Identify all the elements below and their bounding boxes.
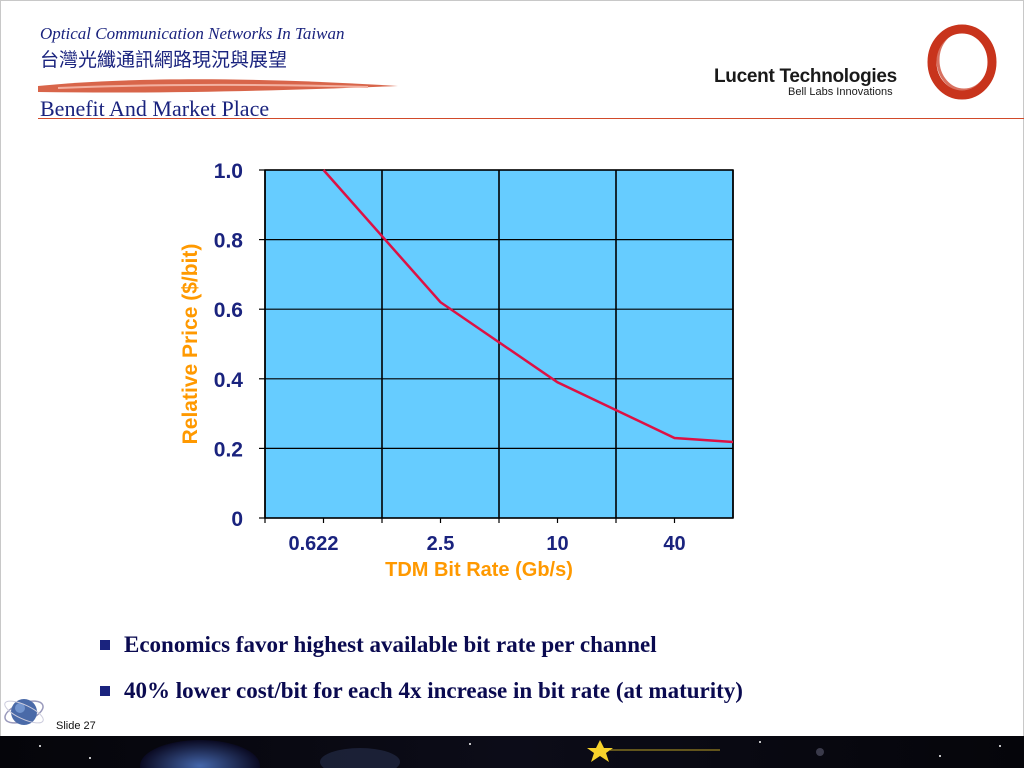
bullet-item: Economics favor highest available bit ra… (100, 622, 743, 668)
brush-stroke-decoration (38, 79, 398, 93)
y-tick-label: 0.8 (214, 230, 244, 253)
space-footer-banner (0, 736, 1024, 768)
x-tick-label: 2.5 (427, 533, 455, 555)
slide-number: Slide 27 (56, 720, 96, 732)
x-tick-label: 10 (546, 533, 568, 555)
lucent-ring-icon (927, 24, 997, 100)
y-tick-label: 1.0 (214, 160, 243, 183)
bullet-text: Economics favor highest available bit ra… (124, 632, 657, 657)
bullet-list: Economics favor highest available bit ra… (100, 622, 743, 714)
y-tick-label: 0.4 (214, 369, 244, 392)
lucent-logo-tagline: Bell Labs Innovations (788, 86, 893, 98)
bullet-text: 40% lower cost/bit for each 4x increase … (124, 678, 743, 703)
y-axis-title: Relative Price ($/bit) (179, 244, 202, 445)
presentation-subtitle: 台灣光纖通訊網路現況與展望 (40, 49, 288, 71)
y-tick-label: 0.6 (214, 299, 243, 322)
bitrate-price-chart: 0 0.2 0.4 0.6 0.8 1.0 0.622 2.5 10 40 Relative Pr… (179, 160, 734, 581)
header-divider (38, 118, 1024, 119)
globe-icon (4, 699, 44, 725)
bullet-item: 40% lower cost/bit for each 4x increase … (100, 668, 743, 714)
presentation-title: Optical Communication Networks In Taiwan (40, 24, 345, 43)
square-bullet-icon (100, 640, 110, 650)
x-tick-label: 0.622 (288, 533, 338, 555)
y-tick-label: 0.2 (214, 438, 243, 461)
section-title: Benefit And Market Place (40, 96, 270, 121)
x-axis-title: TDM Bit Rate (Gb/s) (385, 559, 573, 581)
x-tick-label: 40 (663, 533, 685, 555)
y-tick-label: 0 (231, 508, 243, 531)
lucent-logo-text: Lucent Technologies (714, 66, 897, 87)
square-bullet-icon (100, 686, 110, 696)
